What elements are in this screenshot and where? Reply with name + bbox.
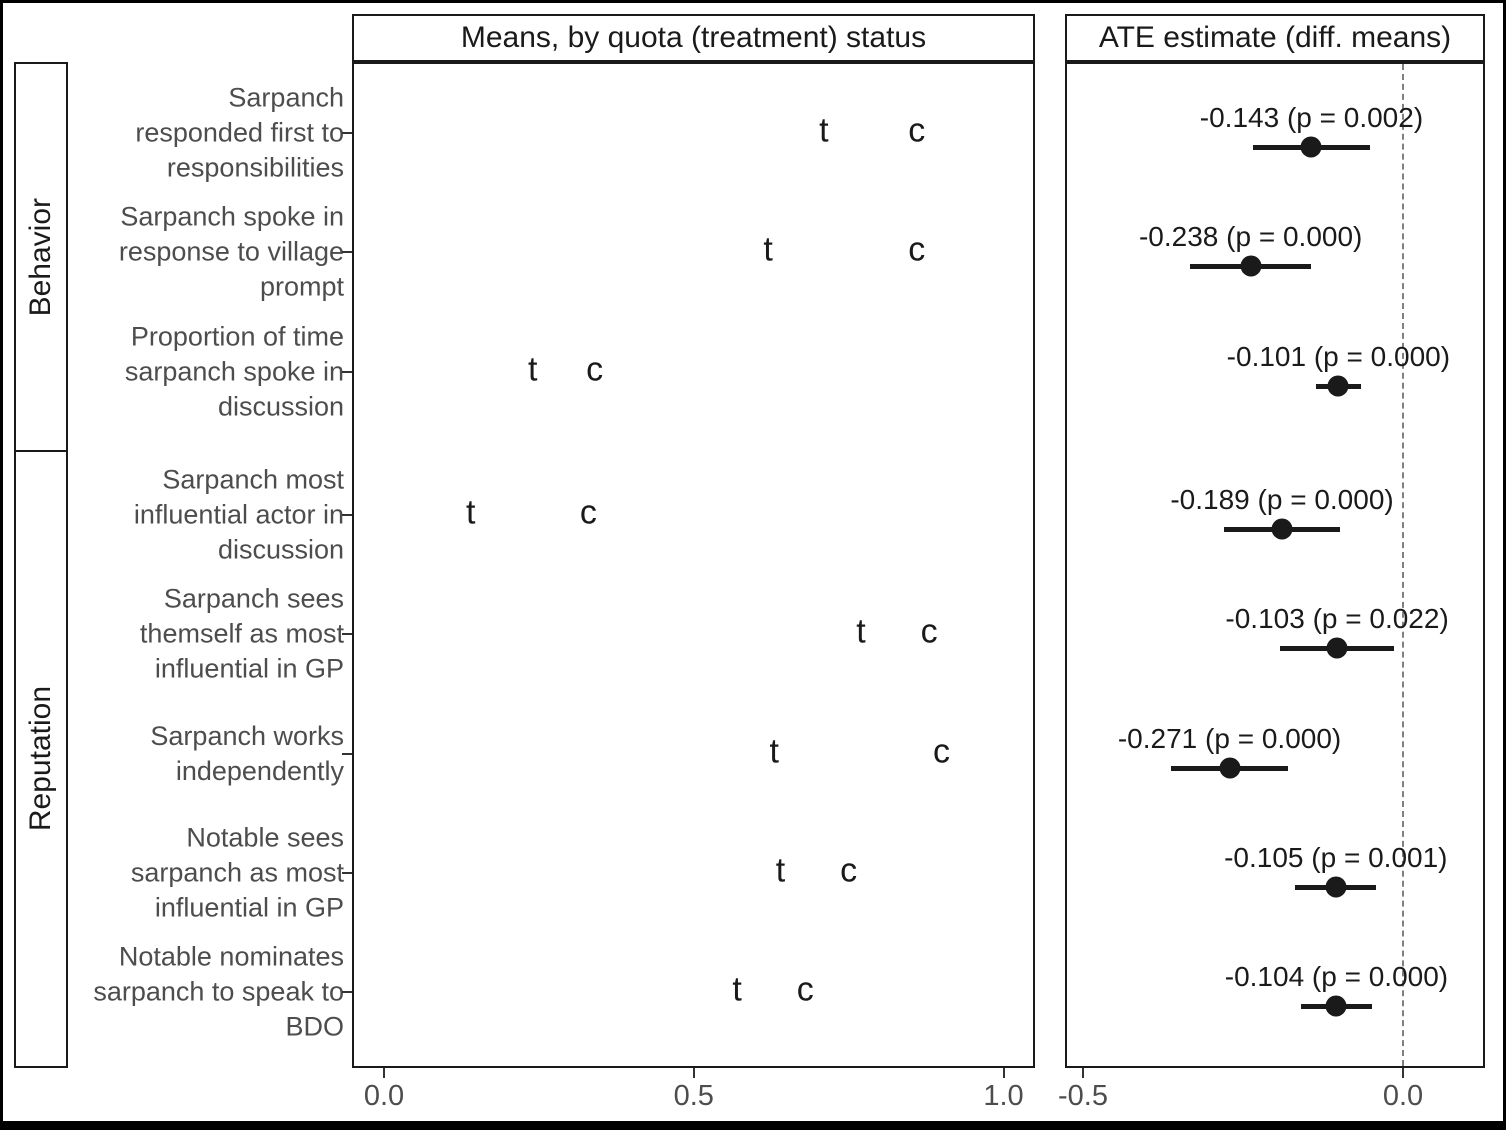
row-label-line: prompt [259,271,344,302]
point-estimate [1300,136,1322,158]
t-marker: t [769,732,780,771]
frame-right [1503,0,1506,1130]
x-axis-tick-label: -0.5 [1058,1080,1108,1112]
x-axis-tick-label: 0.5 [673,1080,714,1112]
ate-estimate-label: -0.101 (p = 0.000) [1226,341,1451,372]
left-panel-title: Means, by quota (treatment) status [460,21,927,54]
row-label-line: Sarpanch works [150,721,344,751]
row-label-line: sarpanch to speak to [93,976,344,1007]
ate-estimate-label: -0.104 (p = 0.000) [1224,961,1449,992]
row-label: Notable sees sarpanch as most influential … [60,821,344,926]
t-marker: t [856,612,866,651]
row-label-line: responsibilities [166,152,344,183]
x-axis-tick [1402,1068,1404,1078]
ate-estimate-label: -0.271 (p = 0.000) [1117,723,1342,754]
right-panel-title-strip: ATE estimate (diff. means) [1065,14,1485,62]
x-axis-tick [383,1068,385,1078]
c-marker: c [908,230,926,269]
row-label: Sarpanch spoke in response to village prom… [60,200,344,305]
row-label-line: BDO [285,1011,344,1042]
x-axis-tick [692,1068,695,1078]
row-label-line: influential in GP [154,653,344,684]
x-axis-tick-label: 1.0 [983,1080,1024,1112]
row-label-line: Notable sees [186,822,344,853]
ate-estimate-label: -0.103 (p = 0.022) [1225,603,1449,634]
row-label: Sarpanch responded first to responsibiliti… [60,81,344,186]
x-axis-tick [1002,1068,1005,1078]
point-estimate [1271,518,1293,540]
row-label-line: Sarpanch [228,82,344,113]
t-marker: t [465,493,476,532]
row-label-line: themself as most [139,618,344,649]
row-label: Sarpanch most influential actor in discuss… [60,463,344,568]
ate-estimate-label: -0.238 (p = 0.000) [1138,221,1363,252]
point-estimate [1325,995,1347,1017]
row-label-line: Sarpanch most [162,464,344,495]
row-label-line: sarpanch as most [130,857,344,888]
point-estimate [1240,255,1262,277]
point-estimate [1327,375,1349,397]
y-axis-tick [342,514,352,516]
row-label-line: influential in GP [154,892,344,923]
c-marker: c [579,493,597,532]
t-marker: t [775,851,786,890]
row-label-line: Sarpanch sees [163,583,344,614]
y-axis-tick [342,251,352,253]
y-axis-tick [342,991,352,993]
group-label-reputation: Reputation [24,686,57,832]
row-label: Sarpanch sees themself as most influential… [60,582,344,687]
point-estimate [1326,637,1348,659]
x-axis-tick-label: 0.0 [1382,1080,1424,1112]
y-axis-tick [342,872,352,874]
x-axis-tick-label: 0.0 [363,1080,405,1112]
t-marker: t [527,350,538,389]
c-marker: c [840,851,858,890]
group-box-behavior: Behavior [14,62,68,452]
left-panel-title-strip: Means, by quota (treatment) status [352,14,1035,62]
frame-bottom [0,1121,1506,1130]
y-axis-tick [342,371,352,373]
ate-estimate-label: -0.189 (p = 0.000) [1170,484,1394,515]
y-axis-tick [342,753,352,755]
x-axis-tick [1082,1068,1084,1078]
row-label-line: Notable nominates [118,941,344,972]
row-label-line: influential actor in [133,499,344,530]
row-label-line: response to village [118,236,344,267]
row-label-line: independently [175,756,344,786]
group-label-behavior: Behavior [24,197,57,317]
group-box-reputation: Reputation [14,450,68,1068]
zero-reference-line [1402,64,1404,1066]
row-label-line: responded first to [135,117,344,148]
t-marker: t [819,111,829,150]
frame-top [0,0,1506,3]
row-label: Sarpanch works independently [60,719,344,789]
means-panel [352,62,1035,1068]
y-axis-tick [342,132,352,134]
frame-left [0,0,3,1130]
ate-estimate-label: -0.105 (p = 0.001) [1224,842,1448,873]
row-label: Notable nominates sarpanch to speak to BDO [60,940,344,1045]
c-marker: c [933,732,951,771]
c-marker: c [908,111,926,150]
c-marker: c [920,612,938,651]
t-marker: t [732,970,742,1009]
row-label-line: discussion [217,534,344,565]
row-label-line: discussion [217,391,344,422]
row-label: Proportion of time sarpanch spoke in discu… [60,320,344,425]
row-label-line: Sarpanch spoke in [120,201,344,232]
c-marker: c [586,350,604,389]
ate-panel [1065,62,1485,1068]
point-estimate [1219,757,1241,779]
row-label-line: Proportion of time [130,321,344,352]
row-label-line: sarpanch spoke in [124,356,344,387]
c-marker: c [796,970,814,1009]
right-panel-title: ATE estimate (diff. means) [1098,21,1452,54]
t-marker: t [763,230,773,269]
point-estimate [1325,876,1347,898]
y-axis-tick [342,633,352,635]
ate-estimate-label: -0.143 (p = 0.002) [1199,102,1424,133]
